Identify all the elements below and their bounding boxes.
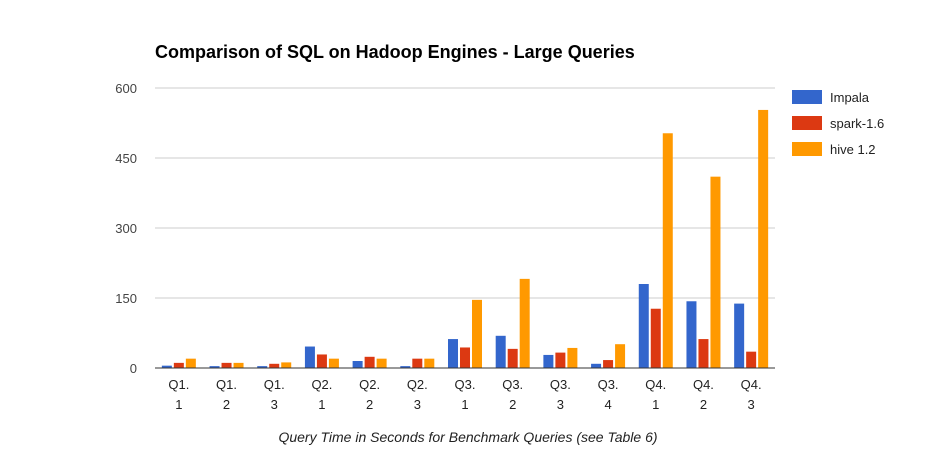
x-category-label: 1: [175, 397, 182, 412]
bar-hive-1-2-11: [710, 176, 721, 368]
bar-impala-1: [209, 366, 220, 368]
bar-hive-1-2-3: [328, 358, 339, 368]
y-tick-label: 300: [115, 221, 137, 236]
bar-hive-1-2-0: [185, 358, 196, 368]
x-category-label: 2: [700, 397, 707, 412]
bar-hive-1-2-5: [424, 358, 435, 368]
bar-impala-0: [161, 365, 172, 368]
x-category-label: 3: [748, 397, 755, 412]
x-category-label: Q3.: [550, 377, 571, 392]
x-category-label: Q2.: [311, 377, 332, 392]
x-category-label: Q3.: [455, 377, 476, 392]
bar-impala-9: [591, 363, 602, 368]
bar-spark-1-6-10: [650, 308, 661, 368]
x-category-label: Q1.: [216, 377, 237, 392]
bar-impala-8: [543, 354, 554, 368]
x-category-label: Q2.: [359, 377, 380, 392]
bar-hive-1-2-9: [615, 344, 626, 368]
bar-hive-1-2-4: [376, 358, 387, 368]
bar-impala-12: [734, 303, 745, 368]
x-category-label: 2: [223, 397, 230, 412]
legend-swatch: [792, 90, 822, 104]
x-category-label: 3: [557, 397, 564, 412]
bar-spark-1-6-2: [269, 363, 280, 368]
y-tick-label: 450: [115, 151, 137, 166]
gridlines: [155, 87, 775, 299]
legend: Impala spark-1.6 hive 1.2: [792, 90, 884, 157]
bar-hive-1-2-12: [758, 109, 769, 368]
bar-spark-1-6-8: [555, 352, 566, 368]
bar-impala-11: [686, 301, 697, 368]
bar-spark-1-6-1: [221, 362, 232, 368]
bar-hive-1-2-10: [662, 133, 673, 368]
bar-spark-1-6-11: [698, 339, 709, 368]
bar-spark-1-6-7: [507, 348, 518, 368]
bar-hive-1-2-1: [233, 362, 244, 368]
x-category-label: Q4.: [645, 377, 666, 392]
chart-title: Comparison of SQL on Hadoop Engines - La…: [155, 42, 635, 62]
legend-label: Impala: [830, 90, 870, 105]
x-category-label: 1: [318, 397, 325, 412]
legend-swatch: [792, 142, 822, 156]
bar-impala-4: [352, 361, 363, 368]
bar-impala-3: [304, 346, 315, 368]
x-axis-categories: Q1. 1 Q1. 2 Q1. 3 Q2. 1 Q2. 2 Q2. 3 Q3. 1 Q3. 2 Q3. 3 Q3. 4…: [168, 377, 761, 412]
x-axis-label: Query Time in Seconds for Benchmark Quer…: [278, 429, 657, 445]
bar-spark-1-6-12: [746, 351, 757, 368]
x-category-label: 3: [271, 397, 278, 412]
x-category-label: 2: [509, 397, 516, 412]
bar-hive-1-2-6: [472, 299, 482, 368]
x-category-label: 1: [652, 397, 659, 412]
bars: [161, 109, 769, 368]
x-category-label: Q4.: [741, 377, 762, 392]
bar-spark-1-6-9: [603, 360, 614, 368]
bar-hive-1-2-2: [281, 362, 292, 368]
y-tick-label: 600: [115, 81, 137, 96]
y-tick-label: 0: [130, 361, 137, 376]
bar-spark-1-6-4: [364, 356, 375, 368]
x-category-label: 1: [461, 397, 468, 412]
x-category-label: Q4.: [693, 377, 714, 392]
bar-spark-1-6-6: [460, 347, 470, 368]
bar-spark-1-6-0: [173, 362, 184, 368]
x-category-label: 2: [366, 397, 373, 412]
x-category-label: Q1.: [168, 377, 189, 392]
y-axis-ticks: 0 150 300 450 600: [115, 81, 137, 376]
x-category-label: Q2.: [407, 377, 428, 392]
x-category-label: Q3.: [598, 377, 619, 392]
legend-swatch: [792, 116, 822, 130]
bar-impala-5: [400, 366, 411, 368]
bar-impala-2: [257, 366, 268, 368]
bar-spark-1-6-3: [316, 354, 327, 368]
bar-hive-1-2-8: [567, 347, 578, 368]
x-category-label: 4: [604, 397, 611, 412]
bar-hive-1-2-7: [519, 278, 530, 368]
bar-impala-6: [448, 339, 458, 368]
x-category-label: 3: [414, 397, 421, 412]
y-tick-label: 150: [115, 291, 137, 306]
bar-impala-7: [495, 335, 506, 368]
x-category-label: Q1.: [264, 377, 285, 392]
x-category-label: Q3.: [502, 377, 523, 392]
bar-impala-10: [638, 284, 649, 368]
bar-spark-1-6-5: [412, 358, 423, 368]
legend-label: spark-1.6: [830, 116, 884, 131]
legend-label: hive 1.2: [830, 142, 876, 157]
